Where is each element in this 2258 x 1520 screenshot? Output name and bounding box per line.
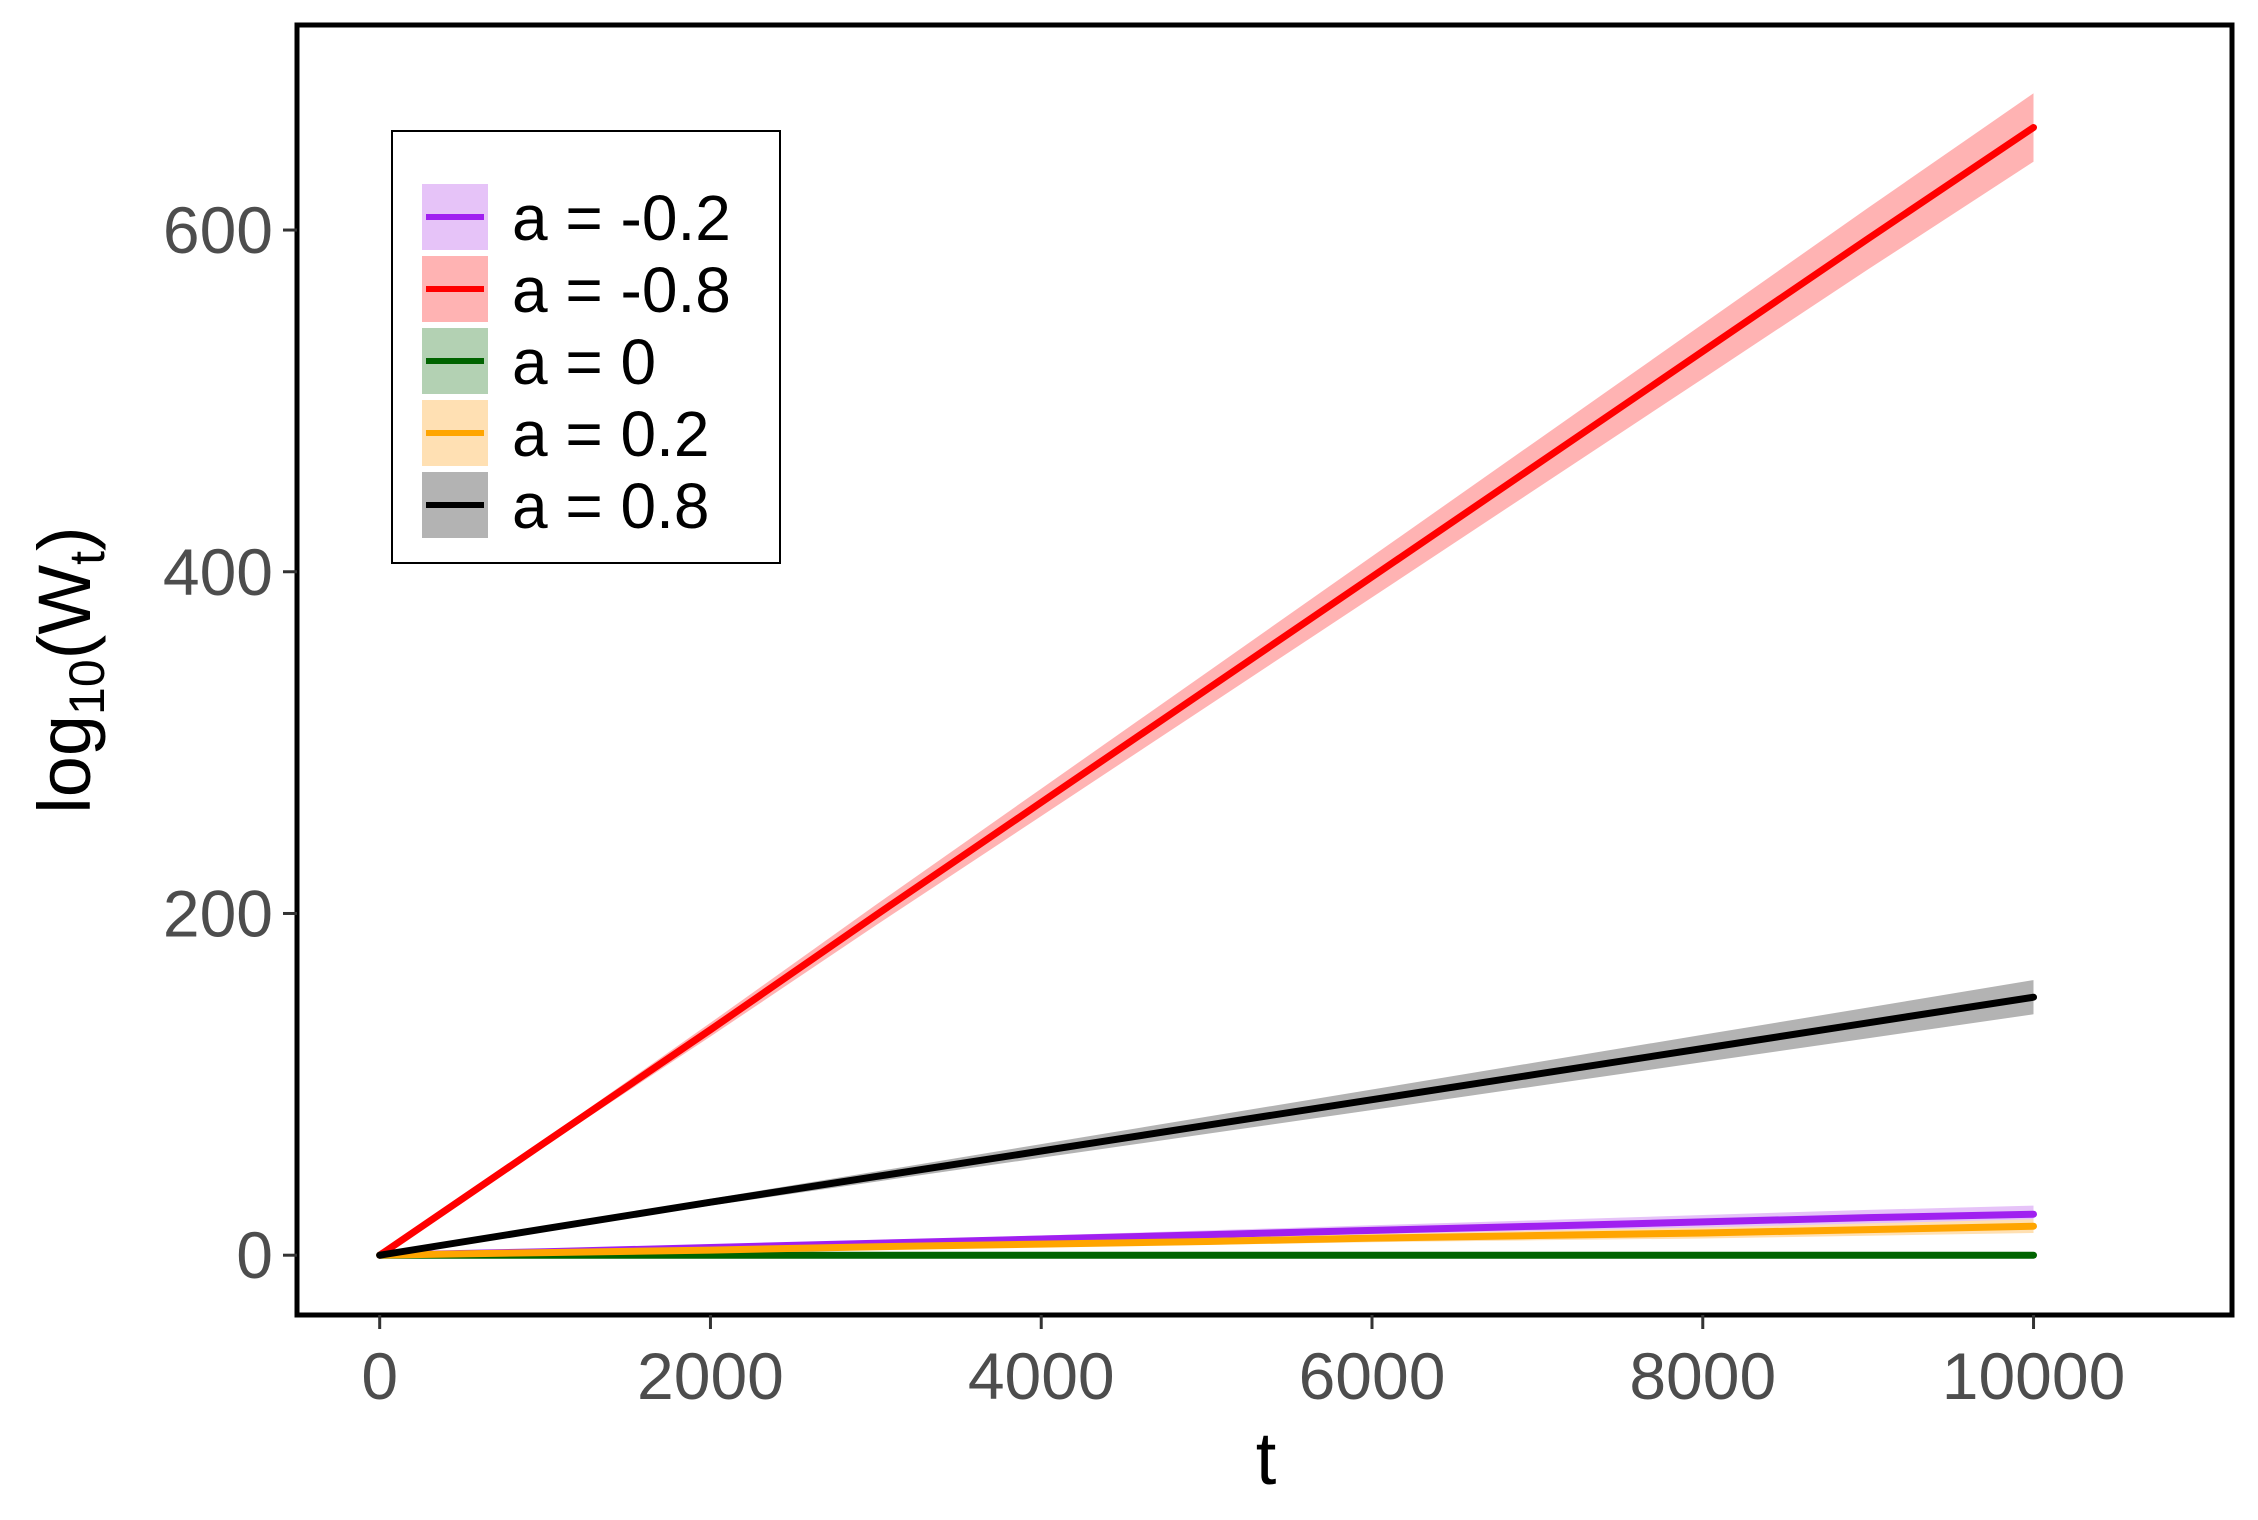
y-axis: 0 200 400 600 bbox=[163, 193, 297, 1292]
x-tick-label: 0 bbox=[361, 1339, 398, 1413]
band-a-0-2 bbox=[379, 1219, 2034, 1256]
x-axis-title: t bbox=[1256, 1417, 1277, 1500]
legend-label-a-0-2: a = -0.2 bbox=[512, 182, 731, 254]
band-a-0-2 bbox=[379, 1205, 2034, 1256]
y-tick-label: 200 bbox=[163, 876, 273, 950]
x-tick-label: 4000 bbox=[968, 1339, 1115, 1413]
legend: a = -0.2a = -0.8a = 0a = 0.2a = 0.8 bbox=[391, 130, 781, 564]
plot-panel-border bbox=[294, 22, 2235, 1318]
x-tick-label: 2000 bbox=[637, 1339, 784, 1413]
series-lines bbox=[376, 124, 2037, 1259]
y-axis-title: log10(Wt) bbox=[23, 526, 115, 813]
series-line-a-0-2 bbox=[376, 1222, 2037, 1259]
legend-label-a-0-8: a = 0.8 bbox=[512, 470, 710, 542]
x-tick-label: 6000 bbox=[1299, 1339, 1446, 1413]
x-tick-label: 10000 bbox=[1942, 1339, 2126, 1413]
series-line-a-0-8 bbox=[376, 993, 2037, 1259]
band-a-0-8 bbox=[379, 93, 2034, 1256]
y-tick-label: 600 bbox=[163, 193, 273, 267]
legend-label-a-0-2: a = 0.2 bbox=[512, 398, 710, 470]
series-line-a-0-8 bbox=[376, 124, 2037, 1259]
y-tick-label: 400 bbox=[163, 535, 273, 609]
legend-label-a-0: a = 0 bbox=[512, 326, 656, 398]
legend-label-a-0-8: a = -0.8 bbox=[512, 254, 731, 326]
x-axis: 0 2000 4000 6000 8000 10000 bbox=[361, 1315, 2125, 1413]
x-tick-label: 8000 bbox=[1629, 1339, 1776, 1413]
y-tick-label: 0 bbox=[236, 1218, 273, 1292]
